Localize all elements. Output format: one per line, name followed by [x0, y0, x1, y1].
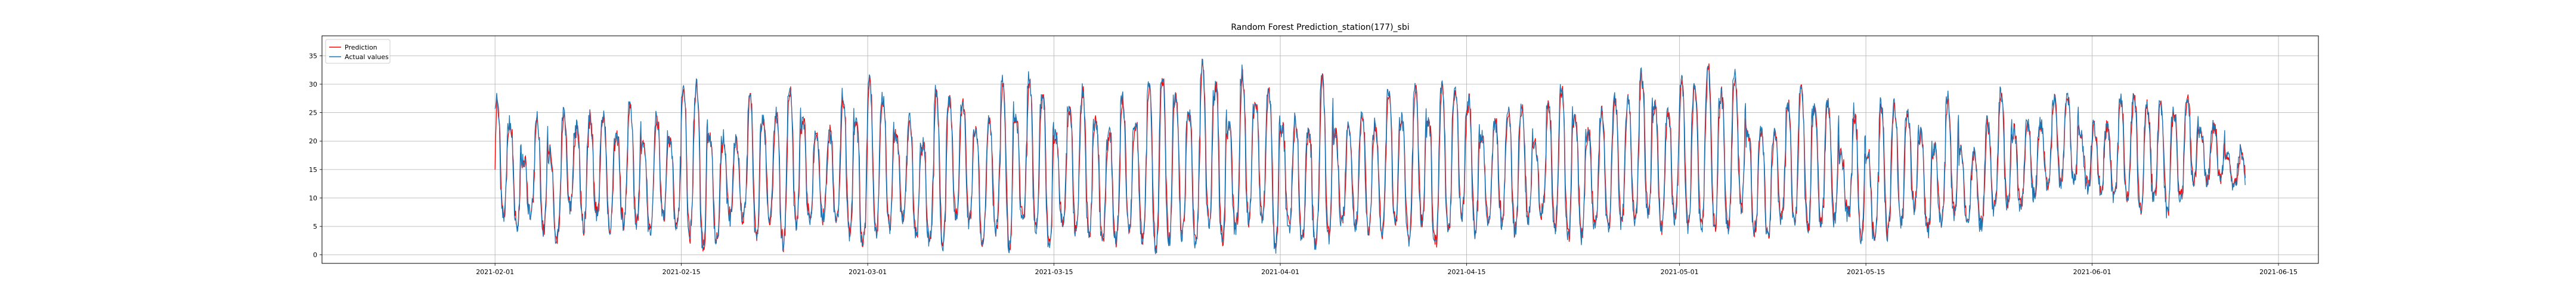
- plot-frame: [321, 35, 2319, 264]
- x-tick-label: 2021-04-15: [1448, 268, 1486, 276]
- y-tick-label: 35: [309, 52, 317, 60]
- x-tick-label: 2021-06-15: [2259, 268, 2298, 276]
- y-tick-label: 15: [309, 166, 317, 174]
- y-tick-label: 0: [313, 251, 317, 259]
- y-tick-label: 5: [313, 223, 317, 231]
- y-tick-label: 20: [309, 137, 317, 145]
- x-tick-label: 2021-06-01: [2073, 268, 2111, 276]
- x-tick-label: 2021-03-15: [1035, 268, 1073, 276]
- y-tick-label: 30: [309, 81, 317, 88]
- chart-title: Random Forest Prediction_station(177)_sb…: [1231, 23, 1409, 32]
- y-tick-label: 25: [309, 109, 317, 117]
- y-tick-label: 10: [309, 194, 317, 202]
- legend-label: Prediction: [345, 44, 377, 51]
- x-tick-label: 2021-02-15: [662, 268, 701, 276]
- tick-layer: 2021-02-01 2021-02-15 2021-03-01 2021-03-15…: [309, 52, 2298, 276]
- x-tick-label: 2021-04-01: [1261, 268, 1299, 276]
- series-layer: [494, 59, 2246, 254]
- x-tick-label: 2021-02-01: [476, 268, 514, 276]
- legend: Prediction Actual values: [325, 39, 391, 64]
- series-line-actual-values: [494, 59, 2246, 254]
- legend-label: Actual values: [345, 53, 389, 61]
- x-tick-label: 2021-05-01: [1661, 268, 1699, 276]
- legend-box: [325, 39, 391, 64]
- x-tick-label: 2021-03-01: [849, 268, 887, 276]
- x-tick-label: 2021-05-15: [1847, 268, 1885, 276]
